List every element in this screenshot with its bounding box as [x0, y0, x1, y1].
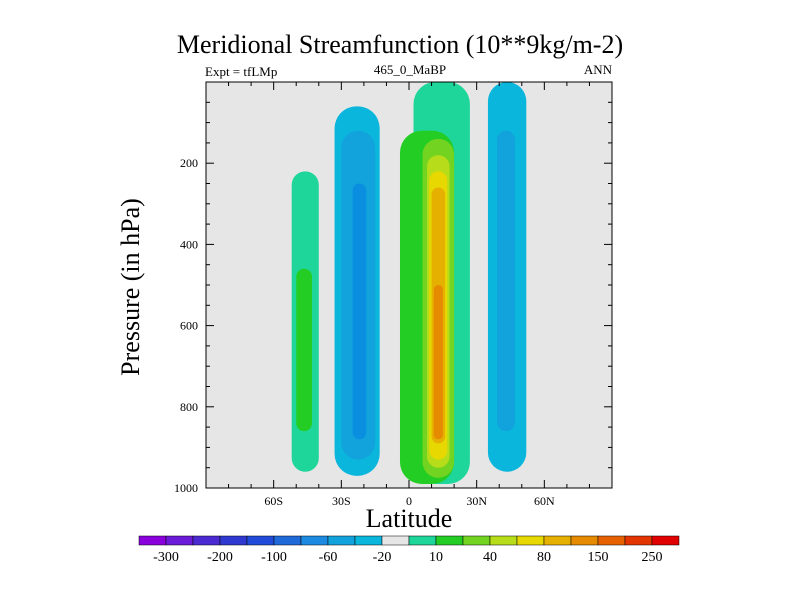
- colorbar: -300 -200 -100 -60 -20 10 40 80 150 250: [138, 535, 680, 565]
- colorbar-label: 10: [429, 550, 443, 565]
- contour-fills: [291, 82, 527, 484]
- colorbar-swatch: [381, 535, 410, 546]
- colorbar-label: 150: [588, 550, 609, 565]
- colorbar-label: 40: [483, 550, 497, 565]
- colorbar-swatch: [138, 535, 167, 546]
- y-tick-label: 800: [180, 400, 198, 414]
- colorbar-label: -60: [319, 550, 338, 565]
- experiment-label: Expt = tfLMp: [205, 64, 278, 79]
- colorbar-swatch: [435, 535, 464, 546]
- colorbar-swatch: [651, 535, 680, 546]
- colorbar-label: 250: [642, 550, 663, 565]
- colorbar-swatch: [408, 535, 437, 546]
- southern-ferrel-cell-core: [352, 183, 367, 440]
- southern-outer-cell-core: [296, 268, 313, 432]
- colorbar-swatch: [300, 535, 329, 546]
- chart-title: Meridional Streamfunction (10**9kg/m-2): [176, 30, 624, 59]
- x-tick-label: 0: [406, 494, 412, 508]
- y-tick-label: 400: [180, 237, 198, 251]
- x-tick-label: 30N: [466, 494, 487, 508]
- colorbar-swatch: [192, 535, 221, 546]
- y-tick-label: 200: [180, 156, 198, 170]
- tropical-cell-6: [433, 285, 443, 440]
- colorbar-swatch: [597, 535, 626, 546]
- colorbar-swatch: [273, 535, 302, 546]
- colorbar-swatch: [354, 535, 383, 546]
- x-tick-label: 30S: [332, 494, 351, 508]
- colorbar-swatch: [219, 535, 248, 546]
- subtitle-label: 465_0_MaBP: [373, 62, 447, 77]
- colorbar-swatch: [516, 535, 545, 546]
- x-tick-label: 60N: [534, 494, 555, 508]
- x-tick-label: 60S: [264, 494, 283, 508]
- colorbar-label: -200: [207, 550, 233, 565]
- colorbar-label: -20: [373, 550, 392, 565]
- x-axis-title: Latitude: [365, 504, 453, 533]
- colorbar-swatch: [327, 535, 356, 546]
- colorbar-swatch: [246, 535, 275, 546]
- colorbar-swatch: [165, 535, 194, 546]
- y-tick-label: 600: [180, 319, 198, 333]
- colorbar-swatch: [624, 535, 653, 546]
- colorbar-label: -300: [153, 550, 179, 565]
- northern-ferrel-cell-core: [496, 130, 516, 432]
- axis-ticks: 60S 30S 0 30N 60N 200 400 600 800 1000: [174, 82, 612, 508]
- colorbar-swatch: [489, 535, 518, 546]
- colorbar-swatch: [570, 535, 599, 546]
- season-label: ANN: [583, 62, 612, 77]
- colorbar-swatch: [543, 535, 572, 546]
- colorbar-label: -100: [261, 550, 287, 565]
- colorbar-swatch: [462, 535, 491, 546]
- colorbar-label: 80: [537, 550, 551, 565]
- y-tick-label: 1000: [174, 481, 198, 495]
